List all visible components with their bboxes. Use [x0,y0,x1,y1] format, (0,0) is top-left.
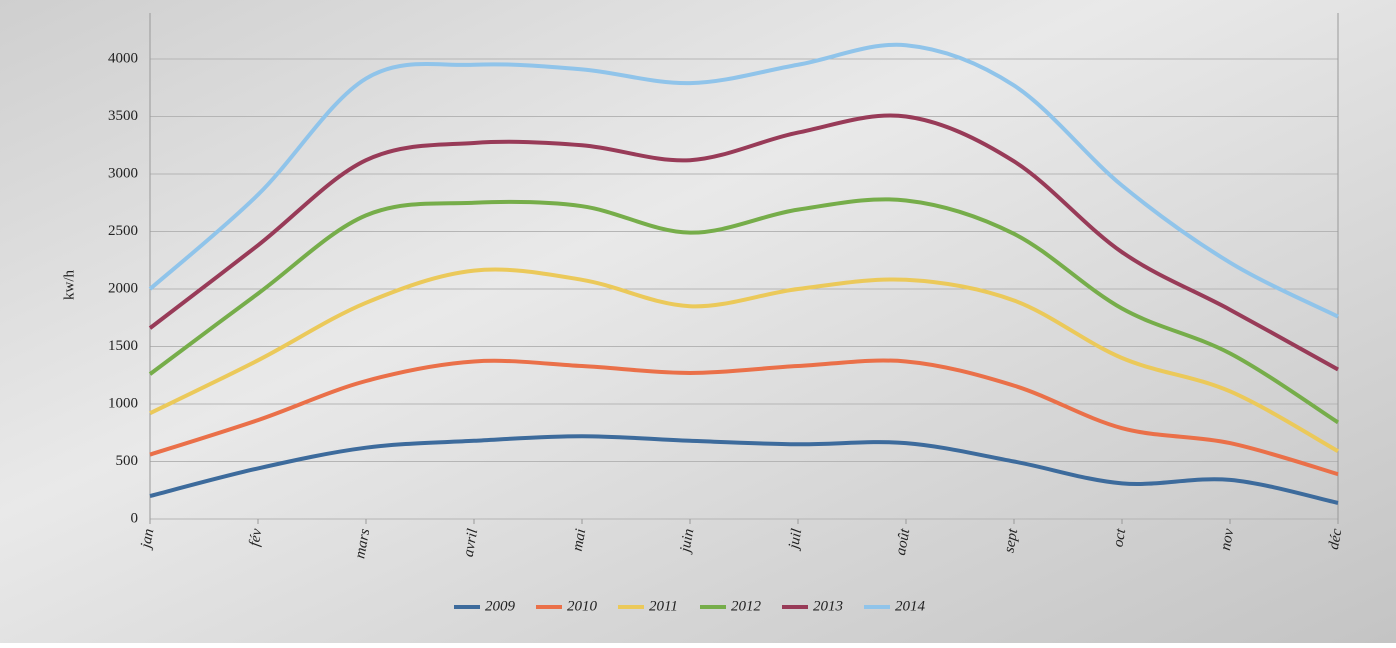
legend-label: 2011 [649,598,678,614]
legend-label: 2013 [813,598,843,614]
y-tick-label: 4000 [108,50,138,66]
legend-label: 2014 [895,598,926,614]
y-tick-label: 2500 [108,223,138,239]
y-tick-label: 1000 [108,395,138,411]
x-tick-label: fév [247,527,266,547]
legend-label: 2012 [731,598,762,614]
y-axis-label: kw/h [61,270,77,301]
y-tick-label: 2000 [108,280,138,296]
y-tick-label: 500 [116,453,139,469]
background [0,0,1396,643]
y-tick-label: 3500 [108,108,138,124]
y-tick-label: 1500 [108,338,138,354]
y-tick-label: 3000 [108,165,138,181]
legend-label: 2010 [567,598,598,614]
x-tick-label: oct [1110,527,1129,549]
legend-label: 2009 [485,598,516,614]
chart: kw/h 05001000150020002500300035004000jan… [0,0,1396,643]
y-tick-label: 0 [131,510,139,526]
